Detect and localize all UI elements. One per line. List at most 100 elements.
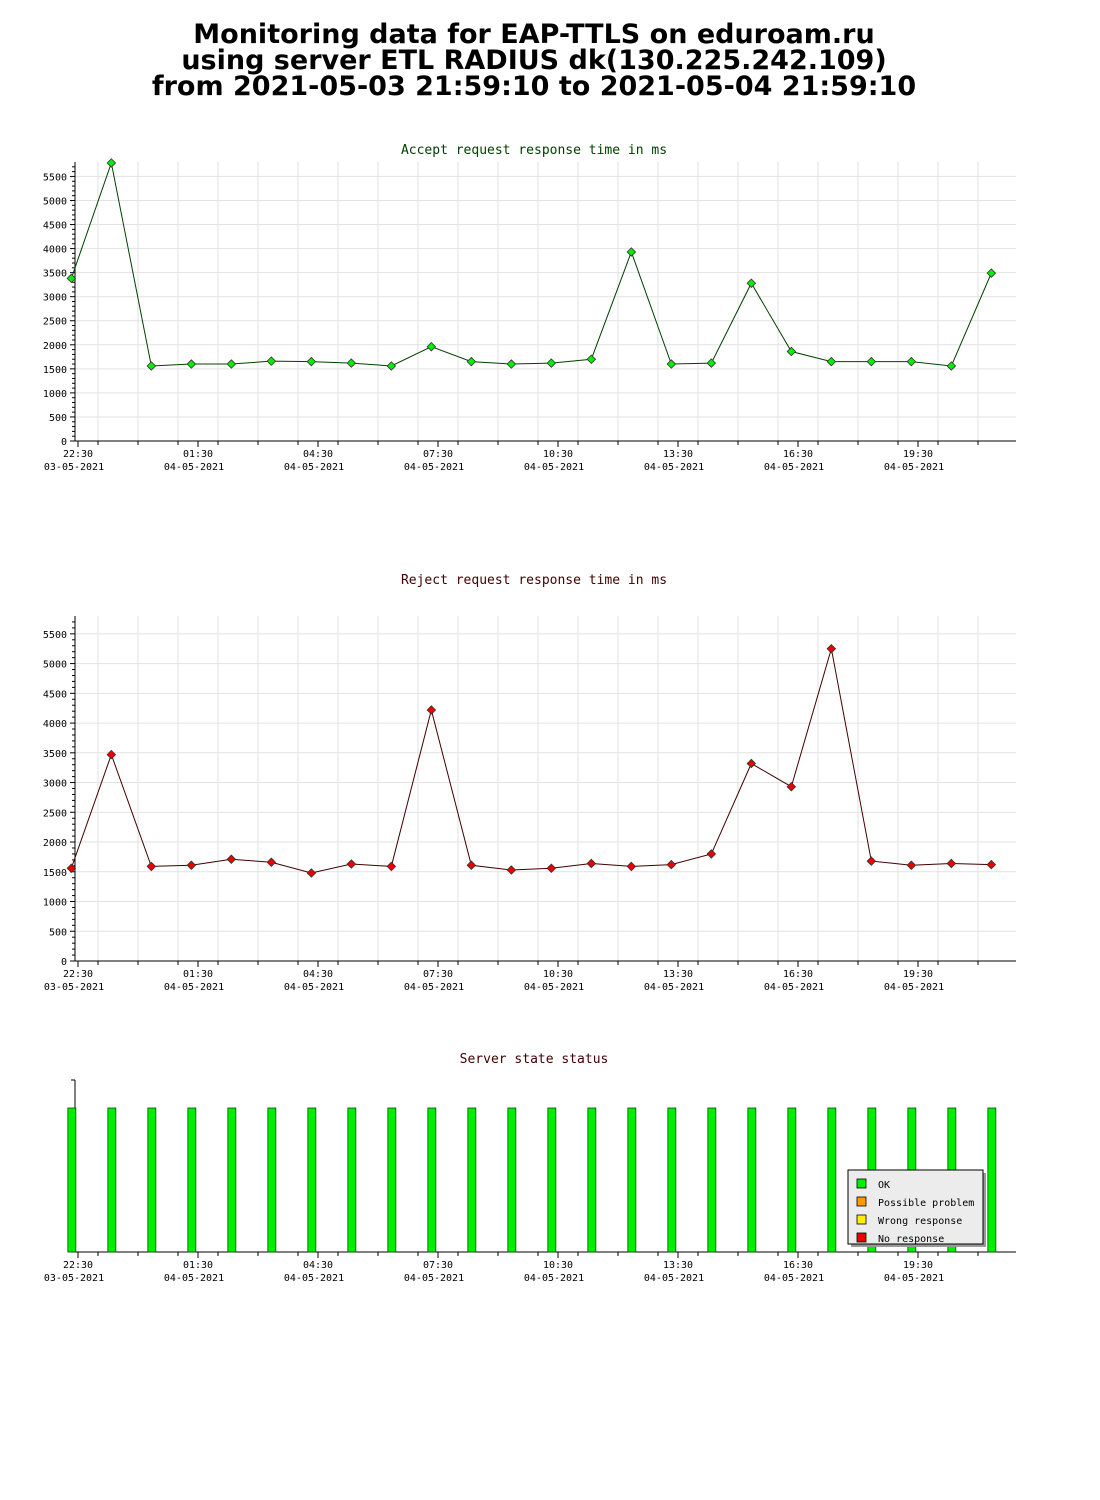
chart-title: Reject request response time in ms: [401, 573, 667, 588]
data-point-marker: [866, 856, 877, 866]
x-tick-time-label: 01:30: [183, 1260, 213, 1271]
status-bar: [227, 1107, 237, 1253]
data-point-marker: [306, 868, 317, 878]
data-point-marker: [786, 781, 797, 792]
data-point-marker: [626, 861, 637, 872]
data-point-marker: [506, 865, 517, 875]
status-bar: [547, 1107, 557, 1253]
data-point-marker: [546, 863, 557, 873]
status-bar: [987, 1107, 997, 1253]
x-tick-date-label: 04-05-2021: [164, 462, 224, 473]
data-point-marker: [386, 861, 397, 872]
data-point-marker: [626, 247, 637, 257]
data-point-marker: [586, 858, 597, 869]
x-tick-time-label: 10:30: [543, 449, 573, 460]
y-tick-label: 4000: [43, 245, 67, 256]
y-tick-label: 4500: [43, 689, 67, 700]
data-point-marker: [146, 861, 157, 872]
x-tick-date-label: 04-05-2021: [524, 1273, 584, 1284]
x-tick-date-label: 04-05-2021: [284, 462, 344, 473]
server-status-chart: Server state status 22:30 03-05-2021 01:30 0…: [44, 1052, 1016, 1284]
data-point-marker: [106, 158, 117, 168]
x-tick-date-label: 04-05-2021: [644, 1273, 704, 1284]
data-point-marker: [866, 356, 877, 367]
data-point-marker: [466, 356, 477, 367]
plot-area: [75, 162, 1016, 441]
data-point-marker: [706, 358, 717, 368]
x-tick-date-label: 04-05-2021: [884, 1273, 944, 1284]
y-tick-label: 500: [49, 413, 67, 424]
x-tick-time-label: 04:30: [303, 969, 333, 980]
accept-response-chart: Accept request response time in ms 0 500 10…: [43, 143, 1016, 473]
x-tick-time-label: 13:30: [663, 1260, 693, 1271]
data-point-marker: [906, 860, 917, 870]
x-tick-time-label: 22:30: [63, 969, 93, 980]
y-tick-label: 0: [61, 437, 67, 448]
data-point-marker: [66, 273, 77, 284]
y-tick-label: 4500: [43, 221, 67, 232]
y-tick-label: 5000: [43, 196, 67, 207]
data-point-marker: [266, 356, 277, 366]
status-bar: [187, 1107, 197, 1253]
data-point-marker: [426, 341, 437, 352]
y-tick-label: 1500: [43, 365, 67, 376]
x-tick-time-label: 10:30: [543, 969, 573, 980]
y-tick-label: 3000: [43, 293, 67, 304]
x-tick-time-label: 16:30: [783, 1260, 813, 1271]
x-tick-date-label: 04-05-2021: [524, 462, 584, 473]
x-tick-date-label: 04-05-2021: [404, 1273, 464, 1284]
y-tick-label: 1000: [43, 389, 67, 400]
data-point-marker: [146, 361, 157, 371]
status-bar: [427, 1107, 437, 1253]
x-tick-date-label: 03-05-2021: [44, 462, 104, 473]
data-point-marker: [306, 356, 317, 367]
legend-swatch: [856, 1232, 867, 1243]
data-point-marker: [666, 359, 677, 369]
y-tick-label: 500: [49, 927, 67, 938]
status-bar: [307, 1107, 317, 1253]
x-tick-date-label: 04-05-2021: [164, 1273, 224, 1284]
data-point-marker: [546, 358, 557, 368]
series-line: [70, 161, 992, 367]
series-line: [70, 648, 992, 874]
y-tick-label: 2000: [43, 838, 67, 849]
x-tick-time-label: 07:30: [423, 1260, 453, 1271]
data-point-marker: [946, 858, 957, 869]
data-point-marker: [106, 749, 117, 760]
x-tick-time-label: 04:30: [303, 449, 333, 460]
data-point-marker: [466, 860, 477, 870]
x-tick-date-label: 04-05-2021: [164, 982, 224, 993]
chart-title: Accept request response time in ms: [401, 143, 667, 158]
data-point-marker: [666, 859, 677, 870]
y-tick-label: 3500: [43, 269, 67, 280]
status-bar: [707, 1107, 717, 1253]
legend-swatch: [856, 1178, 867, 1189]
header-line-2: using server ETL RADIUS dk(130.225.242.1…: [181, 45, 887, 76]
x-tick-date-label: 04-05-2021: [644, 462, 704, 473]
status-bar: [667, 1107, 677, 1253]
data-point-marker: [586, 354, 597, 364]
data-point-marker: [66, 863, 77, 873]
x-tick-date-label: 04-05-2021: [644, 982, 704, 993]
x-tick-date-label: 04-05-2021: [404, 982, 464, 993]
header-line-3: from 2021-05-03 21:59:10 to 2021-05-04 2…: [151, 71, 917, 102]
y-tick-label: 2500: [43, 808, 67, 819]
x-tick-date-label: 04-05-2021: [764, 462, 824, 473]
x-tick-time-label: 16:30: [783, 449, 813, 460]
x-tick-time-label: 16:30: [783, 969, 813, 980]
chart-title: Server state status: [460, 1052, 609, 1067]
y-tick-label: 3500: [43, 749, 67, 760]
status-bar: [747, 1107, 757, 1253]
data-point-marker: [346, 859, 357, 869]
y-tick-label: 4000: [43, 719, 67, 730]
data-point-marker: [746, 758, 757, 769]
y-tick-label: 2500: [43, 317, 67, 328]
data-point-marker: [346, 358, 357, 368]
x-tick-time-label: 13:30: [663, 449, 693, 460]
x-tick-time-label: 19:30: [903, 1260, 933, 1271]
x-tick-date-label: 04-05-2021: [404, 462, 464, 473]
x-tick-time-label: 19:30: [903, 969, 933, 980]
y-tick-label: 2000: [43, 341, 67, 352]
data-point-marker: [186, 860, 197, 870]
legend-box: [847, 1169, 984, 1245]
